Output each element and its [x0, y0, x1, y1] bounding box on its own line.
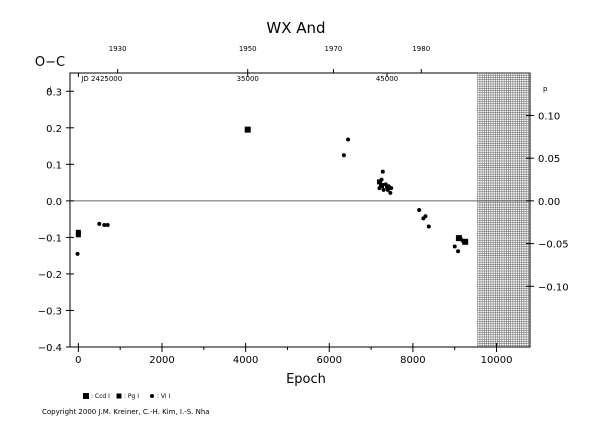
data-point: [75, 229, 81, 235]
top-jd-tick-label: 45000: [376, 75, 398, 83]
data-point: [244, 126, 251, 133]
copyright-text: Copyright 2000 J.M. Kreiner, C.-H. Kim, …: [42, 408, 210, 416]
y-tick-label: 0.0: [46, 197, 62, 208]
data-point: [346, 137, 351, 142]
data-point: [379, 183, 385, 189]
top-axis-ticks: 1930 1950 1970 1980 JD 2425000 35000 45000: [77, 45, 430, 83]
data-point: [461, 239, 466, 244]
data-point: [417, 208, 422, 212]
legend-marker: [83, 393, 89, 399]
right-y-tick-label: 0.05: [538, 154, 560, 165]
top-year-tick-label: 1980: [412, 45, 430, 53]
x-axis-label: Epoch: [286, 372, 326, 387]
right-y-tick-label: −0.10: [538, 282, 569, 293]
x-tick-label: 2000: [149, 355, 174, 366]
y-tick-label: −0.1: [38, 233, 62, 244]
top-year-tick-label: 1950: [239, 45, 257, 53]
data-point: [377, 186, 382, 191]
y-tick-label: 0.1: [46, 160, 62, 171]
y-tick-label: −0.2: [38, 270, 62, 281]
x-axis-ticks: 0 2000 4000 6000 8000 10000: [75, 343, 512, 366]
data-point: [376, 179, 382, 185]
x-tick-label: 4000: [233, 355, 258, 366]
top-year-tick-label: 1930: [109, 45, 127, 53]
data-point: [105, 222, 110, 227]
chart-title: WX And: [266, 19, 325, 37]
data-point: [423, 214, 428, 219]
data-point: [97, 221, 102, 226]
right-y-tick-label: −0.05: [538, 240, 569, 251]
top-jd-tick-label: JD 2425000: [80, 75, 122, 83]
x-tick-label: 6000: [317, 355, 342, 366]
y-tick-label: −0.4: [38, 343, 62, 354]
y-tick-label: −0.3: [38, 306, 62, 317]
right-y-tick-label: 0.10: [538, 111, 560, 122]
data-point: [389, 186, 394, 191]
data-point: [426, 224, 431, 229]
legend-marker: [150, 394, 154, 398]
x-tick-label: 8000: [400, 355, 425, 366]
data-point: [102, 222, 107, 227]
future-hatched-region: [477, 72, 530, 347]
right-y-axis-unit-exponent: p: [543, 85, 548, 93]
plot-frame: [69, 72, 531, 348]
legend: : Ccd I : Pg I : Vi I: [83, 393, 170, 400]
data-point: [452, 244, 457, 249]
legend-marker: [116, 393, 122, 399]
data-point: [379, 177, 384, 182]
y-tick-label: 0.3: [46, 87, 62, 98]
legend-label: : Vi I: [157, 393, 170, 400]
data-point: [388, 190, 393, 195]
legend-label: : Pg I: [124, 393, 139, 400]
top-jd-tick-label: 35000: [237, 75, 259, 83]
data-point: [455, 235, 462, 242]
x-tick-label: 10000: [481, 355, 513, 366]
y-axis-ticks: −0.4 −0.3 −0.2 −0.1 0.0 0.1 0.2 0.3: [38, 87, 74, 354]
y-tick-label: 0.2: [46, 124, 62, 135]
right-y-tick-label: 0.00: [538, 197, 560, 208]
data-point: [75, 251, 80, 256]
x-tick-label: 0: [75, 355, 81, 366]
y-axis-unit-exponent: d: [47, 86, 51, 94]
data-point: [75, 232, 81, 238]
legend-label: : Ccd I: [91, 393, 110, 400]
data-point: [341, 153, 346, 158]
y-axis-label: O−C: [35, 55, 65, 70]
top-year-tick-label: 1970: [325, 45, 343, 53]
data-point: [456, 249, 461, 254]
data-point: [380, 169, 385, 174]
data-point: [462, 238, 469, 245]
data-point: [381, 187, 386, 192]
right-y-axis-ticks: −0.10 −0.05 0.00 0.05 0.10: [526, 111, 569, 293]
data-points: [75, 126, 469, 256]
